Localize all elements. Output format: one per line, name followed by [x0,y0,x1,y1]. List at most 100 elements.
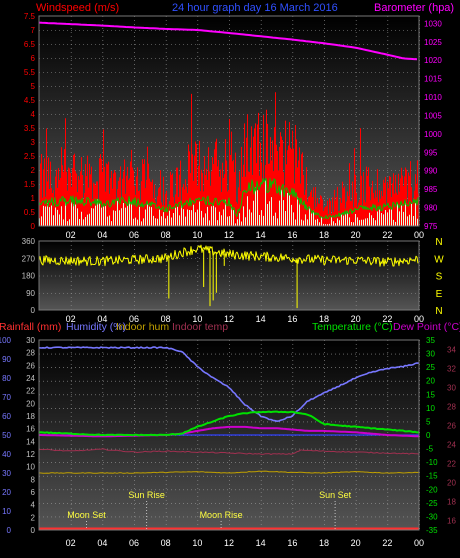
temperature-tick-label: 15 [426,390,435,399]
x-tick-label: 04 [97,538,107,548]
humidity-tick-label: 10 [2,507,11,516]
x-tick-label: 18 [319,538,329,548]
windspeed-tick-label: 1.5 [24,180,36,189]
indoor-temp-tick-label: 18 [447,498,456,507]
x-tick-label: 08 [161,538,171,548]
x-tick-label: 12 [224,314,234,324]
windspeed-tick-label: 6 [31,54,36,63]
event-label: Sun Rise [128,490,165,500]
x-tick-label: 10 [192,230,202,240]
x-tick-label: 20 [351,538,361,548]
rainfall-tick-label: 20 [26,399,35,408]
x-tick-label: 10 [192,538,202,548]
rainfall-tick-label: 4 [31,501,36,510]
humidity-line [38,346,420,423]
barometer-tick-label: 1010 [424,93,442,102]
dewpoint-axis-label: Dew Point (°C) [393,321,460,333]
humidity-tick-label: 70 [2,393,11,402]
direction-tick-label: 90 [26,289,35,298]
humidity-tick-label: 100 [0,336,12,345]
indoor-temp-tick-label: 20 [447,479,456,488]
wind-average-line [38,177,419,219]
barometer-tick-label: 1015 [424,75,442,84]
barometer-tick-label: 995 [424,148,438,157]
rainfall-tick-label: 14 [26,437,35,446]
x-tick-label: 00 [414,314,424,324]
windspeed-tick-label: 1 [31,194,36,203]
indoor-temp-tick-label: 30 [447,384,456,393]
temperature-tick-label: 10 [426,404,435,413]
x-tick-label: 12 [224,538,234,548]
x-tick-label: 22 [382,230,392,240]
windspeed-tick-label: 2.5 [24,152,36,161]
windspeed-tick-label: 3 [31,138,36,147]
windspeed-tick-label: 2 [31,166,36,175]
rainfall-tick-label: 12 [26,450,35,459]
rainfall-tick-label: 0 [31,526,36,535]
rainfall-tick-label: 30 [26,336,35,345]
indoor-temp-tick-label: 34 [447,346,456,355]
rainfall-tick-label: 24 [26,374,35,383]
compass-label: W [434,254,444,265]
rainfall-tick-label: 2 [31,513,36,522]
event-label: Moon Set [67,510,106,520]
direction-tick-label: 360 [22,237,36,246]
x-tick-label: 00 [414,538,424,548]
direction-tick-label: 0 [31,306,36,315]
barometer-tick-label: 1000 [424,130,442,139]
x-tick-label: 14 [256,314,266,324]
x-tick-label: 16 [287,538,297,548]
windspeed-tick-label: 6.5 [24,40,36,49]
barometer-tick-label: 1005 [424,111,442,120]
direction-tick-label: 180 [22,272,36,281]
event-label: Moon Rise [200,510,243,520]
temperature-tick-label: -35 [426,526,438,535]
rainfall-tick-label: 18 [26,412,35,421]
temperature-tick-label: -10 [426,458,438,467]
humidity-tick-label: 20 [2,488,11,497]
x-tick-label: 08 [161,230,171,240]
barometer-tick-label: 990 [424,167,438,176]
windspeed-tick-label: 0 [31,222,36,231]
rainfall-tick-label: 16 [26,425,35,434]
humidity-tick-label: 40 [2,450,11,459]
x-tick-label: 16 [287,314,297,324]
rainfall-tick-label: 10 [26,463,35,472]
windspeed-tick-label: 4 [31,110,36,119]
x-tick-label: 02 [66,538,76,548]
compass-label: N [435,306,442,317]
compass-label: N [435,237,442,248]
x-tick-label: 22 [382,314,392,324]
windspeed-tick-label: 7.5 [24,12,36,21]
x-tick-label: 18 [319,314,329,324]
temperature-tick-label: -30 [426,512,438,521]
x-tick-label: 00 [414,230,424,240]
barometer-tick-label: 1030 [424,19,442,28]
indoor-temp-tick-label: 26 [447,422,456,431]
temperature-tick-label: 35 [426,336,435,345]
temperature-tick-label: 25 [426,363,435,372]
compass-label: S [436,272,443,283]
wind-chart-title: 24 hour graph day 16 March 2016 [172,2,338,14]
barometer-tick-label: 1025 [424,38,442,47]
windspeed-tick-label: 3.5 [24,124,36,133]
barometer-tick-label: 1020 [424,56,442,65]
barometer-tick-label: 980 [424,204,438,213]
humidity-tick-label: 80 [2,374,11,383]
indoor-temp-tick-label: 28 [447,403,456,412]
x-tick-label: 06 [129,314,139,324]
windspeed-tick-label: 4.5 [24,96,36,105]
x-tick-label: 20 [351,230,361,240]
humidity-tick-label: 50 [2,431,11,440]
direction-panel-bg [39,241,419,310]
x-tick-label: 10 [192,314,202,324]
temperature-tick-label: 30 [426,350,435,359]
x-tick-label: 04 [97,314,107,324]
temperature-line [38,410,419,437]
rainfall-tick-label: 8 [31,475,36,484]
x-tick-label: 14 [256,538,266,548]
temperature-axis-label: Temperature (°C) [312,321,393,333]
x-tick-label: 06 [129,538,139,548]
